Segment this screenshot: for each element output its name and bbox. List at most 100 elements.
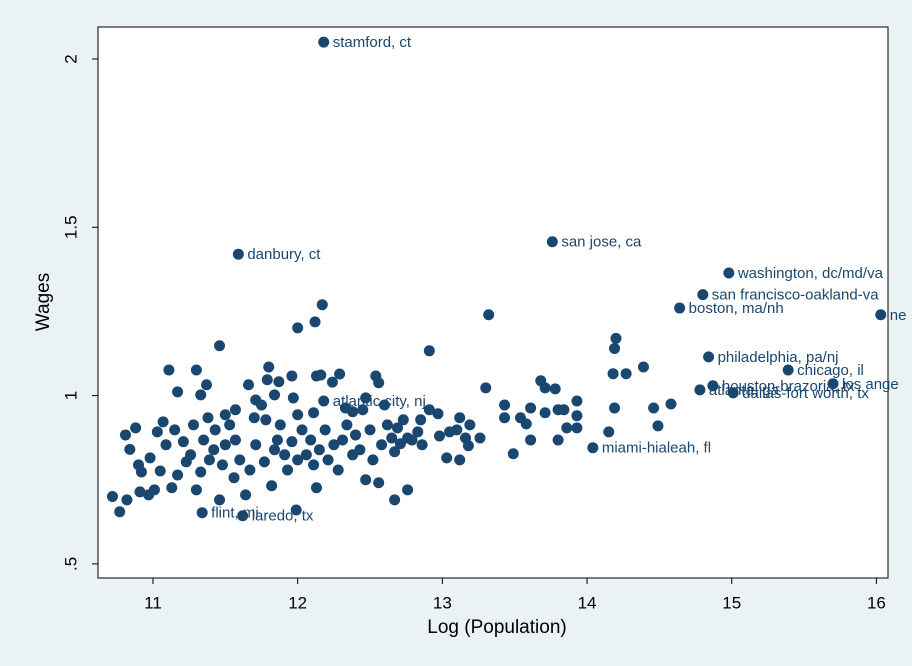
point [364, 424, 376, 436]
point [219, 439, 231, 451]
point [337, 434, 349, 446]
point [620, 368, 632, 380]
point [169, 424, 181, 436]
point [322, 454, 334, 466]
point [219, 409, 231, 421]
point [319, 424, 331, 436]
point [474, 432, 486, 444]
point [571, 422, 583, 434]
point [415, 414, 427, 426]
point [234, 454, 246, 466]
point [305, 434, 317, 446]
point [546, 236, 558, 248]
point [274, 419, 286, 431]
point [571, 410, 583, 422]
point [144, 452, 156, 464]
point [354, 444, 366, 456]
point [483, 309, 495, 321]
point [360, 392, 372, 404]
point [286, 436, 298, 448]
point [535, 375, 547, 387]
point [694, 384, 706, 396]
point [406, 434, 418, 446]
point [416, 439, 428, 451]
point-label: atlantic city, nj [333, 393, 426, 410]
point [224, 419, 236, 431]
point-label: dallas-fort worth, tx [742, 385, 869, 402]
point [124, 443, 136, 455]
point [232, 248, 244, 260]
point-label: miami-hialeah, fl [602, 440, 711, 457]
point [160, 439, 172, 451]
point [525, 402, 537, 414]
point [444, 426, 456, 438]
point [310, 482, 322, 494]
point [326, 376, 338, 388]
y-tick-label: 2 [61, 54, 80, 63]
point [292, 409, 304, 421]
point [308, 407, 320, 419]
point [269, 389, 281, 401]
x-tick-label: 14 [578, 593, 597, 612]
point [464, 419, 476, 431]
point [334, 368, 346, 380]
point [460, 432, 472, 444]
point [214, 340, 226, 352]
point-label: danbury, ct [247, 246, 321, 263]
point [373, 377, 385, 389]
point [397, 414, 409, 426]
point [190, 364, 202, 376]
point [389, 446, 401, 458]
point [782, 364, 794, 376]
point [209, 424, 221, 436]
point [216, 459, 228, 471]
point [389, 494, 401, 506]
point [332, 464, 344, 476]
point [269, 444, 281, 456]
point [279, 449, 291, 461]
point [665, 398, 677, 410]
point [607, 368, 619, 380]
x-tick-label: 15 [722, 593, 741, 612]
point-label: los ange [842, 376, 899, 393]
point [402, 484, 414, 496]
point [214, 494, 226, 506]
y-tick-label: 1 [61, 391, 80, 400]
point [697, 289, 709, 301]
point [187, 419, 199, 431]
point [172, 386, 184, 398]
point [499, 399, 511, 411]
point [723, 267, 735, 279]
point [432, 408, 444, 420]
point [454, 412, 466, 424]
point [282, 464, 294, 476]
point [525, 434, 537, 446]
point [357, 404, 369, 416]
point [507, 448, 519, 460]
point [121, 494, 133, 506]
point [195, 466, 207, 478]
y-tick-label: .5 [61, 557, 80, 571]
point [316, 299, 328, 311]
point [258, 456, 270, 468]
point [318, 395, 330, 407]
point-label: laredo, tx [252, 508, 314, 525]
point [166, 482, 178, 494]
point [539, 407, 551, 419]
point [412, 426, 424, 438]
point [237, 510, 249, 522]
point [423, 404, 435, 416]
point [571, 395, 583, 407]
point [248, 412, 260, 424]
point [196, 507, 208, 519]
point [308, 459, 320, 471]
point [148, 484, 160, 496]
point [242, 379, 254, 391]
y-axis-title: Wages [33, 273, 54, 331]
point [300, 449, 312, 461]
y-tick-label: 1.5 [61, 215, 80, 239]
point [610, 332, 622, 344]
point [185, 449, 197, 461]
